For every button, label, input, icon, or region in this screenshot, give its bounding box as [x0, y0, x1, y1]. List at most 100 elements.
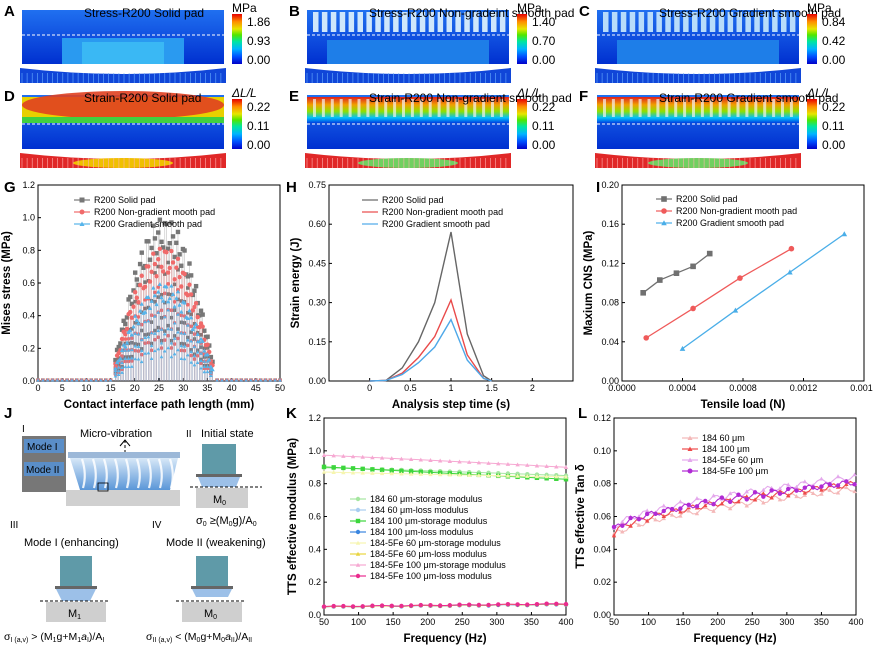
marker-circle [143, 298, 147, 302]
panel-title: Stress-R200 Gradient smooth pad [659, 6, 841, 20]
x-tick-label: 2 [530, 383, 535, 393]
x-axis-title: Analysis step time (s) [392, 399, 510, 411]
micro-pillar [313, 12, 319, 32]
y-tick-label: 0.04 [593, 544, 611, 554]
marker-square [149, 245, 154, 251]
marker-triangle [149, 343, 154, 348]
micro-pillar [339, 99, 343, 117]
marker-triangle [220, 378, 224, 382]
marker-circle [197, 325, 202, 330]
marker-triangle [777, 488, 783, 493]
legend-label: 184-5Fe 100 μm-loss modulus [370, 571, 492, 581]
marker-triangle [179, 356, 184, 361]
marker-circle [169, 248, 174, 254]
y-tick-label: 0.00 [593, 610, 611, 620]
marker-triangle [263, 378, 268, 382]
y-tick-label: 0.08 [601, 298, 619, 308]
marker-square [164, 221, 169, 227]
marker-triangle [156, 289, 161, 294]
marker-triangle [408, 471, 414, 476]
micro-pillar [455, 12, 461, 32]
marker-triangle [447, 472, 453, 477]
x-tick-label: 0 [367, 383, 372, 393]
j-iv-pad [192, 589, 232, 597]
marker-square [657, 277, 663, 283]
panel-j-diagram: J I Micro-vibration Mode I Mode II II In… [4, 405, 266, 644]
series-line-2 [613, 474, 856, 529]
micro-pillar [375, 99, 379, 117]
micro-pillar [656, 99, 660, 117]
marker-triangle [350, 470, 356, 475]
micro-pillar [647, 99, 651, 117]
x-tick-label: 35 [202, 383, 212, 393]
x-tick-label: 15 [106, 383, 116, 393]
marker-triangle [159, 295, 164, 300]
marker-square [139, 250, 144, 255]
marker-square [331, 465, 336, 470]
j-eq1-r4: )/A [89, 631, 102, 643]
marker-triangle [128, 328, 133, 333]
marker-square [124, 315, 130, 320]
micro-pillar [763, 12, 769, 32]
marker-circle [786, 486, 791, 492]
series-line-4 [323, 471, 567, 478]
marker-triangle [661, 503, 666, 508]
marker-triangle [819, 487, 824, 492]
x-axis-title: Contact interface path length (mm) [64, 399, 255, 411]
marker-triangle [686, 508, 691, 513]
x-tick-label: 350 [814, 617, 829, 627]
marker-triangle [84, 378, 89, 382]
marker-triangle [113, 374, 118, 378]
y-tick-label: 1.2 [22, 180, 35, 190]
marker-circle [177, 274, 182, 280]
marker-triangle [486, 460, 491, 465]
j-iv-base [182, 602, 242, 622]
marker-circle [195, 314, 200, 320]
marker-triangle [787, 269, 793, 275]
marker-triangle [418, 457, 423, 462]
marker-triangle [149, 356, 154, 360]
marker-circle [544, 601, 549, 606]
marker-triangle [188, 315, 194, 320]
marker-circle [515, 602, 520, 607]
marker-triangle [496, 473, 501, 478]
marker-triangle [199, 358, 203, 363]
marker-triangle [146, 294, 151, 299]
micro-pillar [709, 99, 713, 117]
marker-triangle [486, 473, 491, 478]
marker-triangle [200, 338, 205, 343]
marker-triangle [661, 516, 666, 521]
colorbar [517, 99, 527, 149]
marker-circle [360, 604, 365, 609]
marker-triangle [350, 454, 356, 459]
marker-triangle [321, 452, 327, 457]
j-s0-tail: g)/A [233, 515, 254, 527]
x-tick-label: 50 [319, 617, 329, 627]
panel-l-chart: L 50 100 150 200 250 300 350 400 0.00 0.02 0.04 0.06… [575, 405, 864, 645]
marker-square [187, 261, 192, 266]
marker-circle [142, 284, 148, 289]
micro-pillar [357, 12, 363, 32]
colorbar-unit: ΔL/L [806, 86, 832, 100]
panel-title: Stress-R200 Solid pad [84, 6, 204, 20]
x-tick-label: 350 [524, 617, 539, 627]
marker-triangle [186, 338, 190, 342]
marker-triangle [163, 315, 167, 319]
marker-triangle [79, 378, 84, 382]
panel-d: D Strain-R200 Solid pad ΔL/L0.22 0.11 0.00 [4, 86, 271, 168]
y-tick-label: 1.0 [308, 446, 321, 456]
marker-triangle [172, 321, 177, 325]
marker-triangle [151, 285, 156, 290]
marker-triangle [172, 304, 177, 309]
marker-circle [129, 315, 135, 320]
marker-circle [661, 508, 666, 514]
x-tick-label: 30 [178, 383, 188, 393]
series-line-2 [682, 233, 845, 350]
micro-pillar [772, 99, 776, 117]
marker-circle [167, 265, 172, 271]
marker-square [159, 239, 164, 245]
marker-triangle [132, 313, 138, 318]
marker-triangle [703, 503, 708, 508]
marker-triangle [355, 540, 361, 545]
marker-triangle [137, 308, 143, 313]
